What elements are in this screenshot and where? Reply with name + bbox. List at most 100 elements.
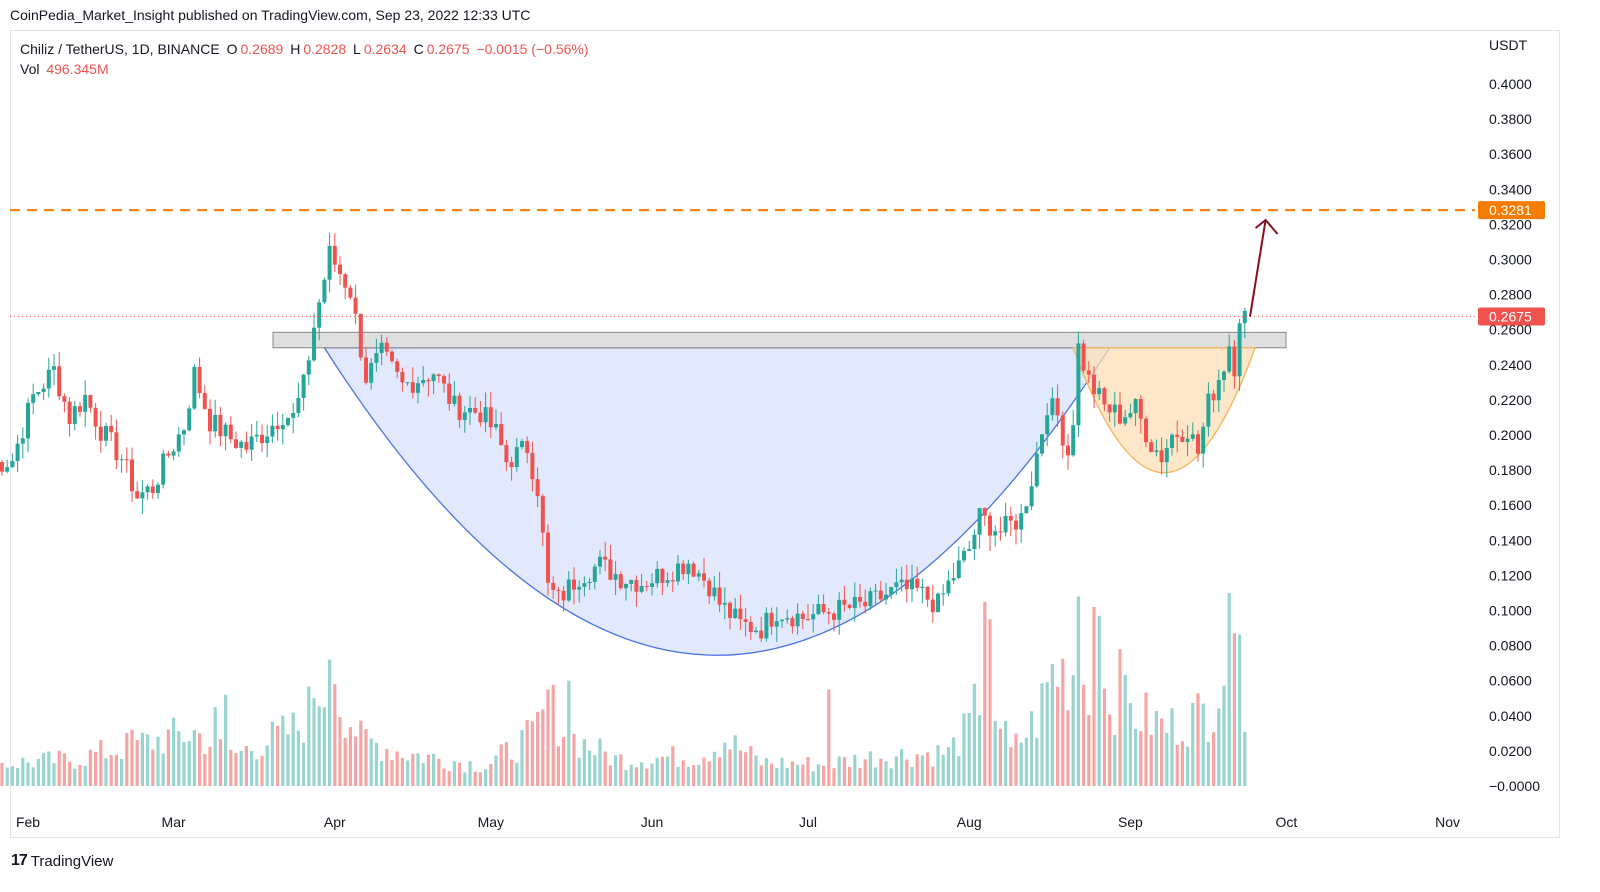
volume-bar [692, 765, 696, 786]
candle [748, 616, 753, 641]
candle-body [1138, 398, 1143, 419]
high-value: 0.2828 [303, 41, 347, 57]
candle-body [343, 274, 348, 288]
volume-bar [83, 765, 87, 786]
candle [785, 609, 790, 624]
candle-body [598, 556, 602, 567]
candle-body [977, 508, 982, 535]
candle-body [915, 578, 920, 588]
volume-bar [177, 731, 181, 786]
volume-bar [484, 769, 488, 786]
candle [114, 419, 119, 469]
volume-bar [255, 759, 259, 786]
candle-body [587, 581, 592, 584]
volume-row: Vol 496.345M [20, 59, 592, 79]
candle [556, 586, 561, 605]
volume-bar [16, 768, 20, 786]
candle [1029, 471, 1034, 511]
candle-body [894, 582, 899, 588]
candle-body [234, 439, 238, 448]
volume-bar [790, 761, 794, 786]
volume-bar [1087, 715, 1091, 786]
candle [1180, 429, 1185, 443]
volume-bar [837, 756, 841, 786]
candle-body [988, 515, 992, 536]
handle-curve [1072, 347, 1257, 474]
tradingview-brand[interactable]: 17 TradingView [11, 852, 113, 870]
volume-bar [99, 740, 103, 786]
volume-bar [213, 707, 217, 786]
volume-bar [437, 758, 441, 786]
volume-bar [723, 742, 727, 786]
candle-body [738, 608, 743, 620]
volume-bar [296, 730, 300, 786]
symbol-label[interactable]: Chiliz / TetherUS, 1D, BINANCE [20, 41, 220, 57]
candle-body [1092, 374, 1096, 395]
candle [816, 594, 821, 615]
low-value: 0.2634 [363, 41, 407, 57]
y-tick-label: 0.3400 [1489, 181, 1532, 197]
candle-body [1164, 447, 1169, 463]
volume-bar [94, 751, 98, 786]
y-tick-label: 0.3200 [1489, 216, 1532, 232]
candle-body [431, 374, 436, 382]
candle-body [696, 573, 701, 577]
volume-bar [125, 732, 129, 786]
volume-bar [1061, 658, 1065, 786]
candle-body [816, 604, 821, 615]
candle-body [509, 462, 514, 468]
candle [223, 422, 228, 451]
volume-bar [172, 717, 176, 786]
volume-bar [260, 755, 264, 786]
chart-frame[interactable] [10, 30, 1560, 838]
candle [728, 601, 732, 630]
price-axis[interactable]: 0.4000 0.3800 0.3600 0.3400 0.3200 0.3000 0.28… [1489, 76, 1540, 794]
candle-body [161, 453, 166, 485]
candle [202, 384, 207, 411]
candle-body [52, 366, 56, 370]
candle-body [83, 394, 88, 412]
volume-bar [510, 759, 514, 786]
time-axis[interactable]: Feb Mar Apr May Jun Jul Aug Sep Oct Nov [16, 814, 1460, 830]
candle-body [520, 441, 524, 448]
candle [629, 579, 634, 592]
volume-bar [983, 601, 987, 786]
candle [1144, 416, 1148, 447]
volume-bar [395, 751, 399, 786]
candle-body [650, 583, 654, 587]
candle [104, 422, 108, 447]
volume-bar [411, 753, 415, 786]
candle-body [1003, 515, 1008, 533]
candle-body [936, 593, 940, 613]
candle-body [494, 424, 498, 428]
candle [176, 426, 181, 457]
candle [57, 352, 62, 400]
candle-body [114, 432, 119, 461]
candle-body [275, 425, 280, 430]
volume-bar [239, 750, 243, 786]
candle [322, 277, 327, 305]
candle [52, 354, 56, 386]
candle [733, 598, 738, 619]
volume-bar [218, 739, 222, 786]
volume-bar [676, 766, 680, 786]
candle [868, 587, 873, 610]
candle-body [306, 360, 311, 375]
volume-bar [338, 717, 342, 786]
candle [1232, 340, 1237, 389]
volume-bar [572, 733, 576, 786]
volume-bar [374, 742, 378, 786]
candle-body [468, 407, 472, 413]
candle [769, 607, 774, 635]
candle-body [780, 619, 784, 622]
volume-bar [156, 736, 160, 786]
candle [275, 411, 280, 441]
currency-label[interactable]: USDT [1489, 37, 1528, 53]
candle-body [254, 434, 259, 437]
volume-bar [536, 711, 540, 786]
candle [395, 358, 400, 379]
volume-bar [494, 755, 498, 786]
candle [660, 568, 665, 596]
candle [353, 284, 358, 325]
